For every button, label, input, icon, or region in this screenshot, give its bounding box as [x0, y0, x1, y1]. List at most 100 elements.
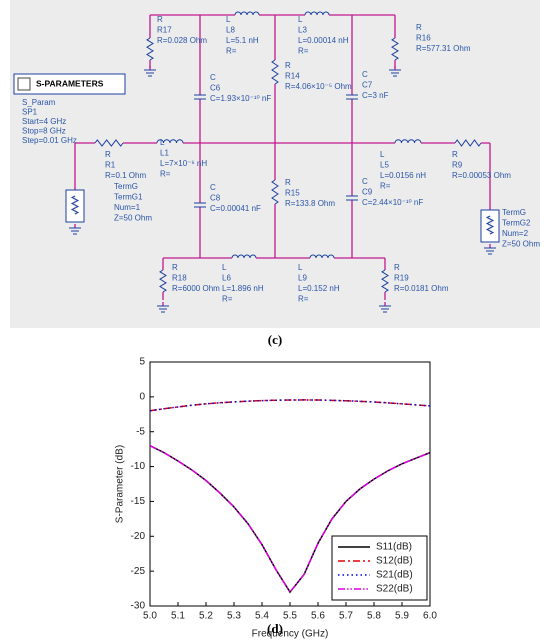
component-label: L=0.00014 nH [298, 36, 349, 45]
component-label: R= [298, 295, 309, 304]
inductor [394, 139, 422, 144]
component-label: L=5.1 nH [226, 36, 259, 45]
component-label: R= [380, 182, 391, 191]
component-label: TermG [502, 208, 526, 217]
x-tick-label: 5.8 [367, 611, 381, 622]
x-tick-label: 5.4 [255, 611, 269, 622]
x-tick-label: 5.6 [311, 611, 325, 622]
inductor [156, 139, 184, 144]
y-tick-label: -30 [131, 601, 146, 612]
component-label: R=4.06×10⁻⁵ Ohm [285, 82, 352, 91]
sparam-icon [17, 77, 31, 91]
component-label: R=577.31 Ohm [416, 44, 471, 53]
component-label: C [210, 73, 216, 82]
component-label: R [394, 263, 400, 272]
sparam-title: S-PARAMETERS [36, 78, 104, 88]
component-label: Num=2 [502, 229, 529, 238]
resistor [454, 139, 482, 147]
component-label: R=0.1 Ohm [105, 171, 146, 180]
component-label: L1 [160, 149, 169, 158]
legend-label: S22(dB) [376, 584, 413, 595]
component-label: L=7×10⁻⁶ nH [160, 159, 207, 168]
x-tick-label: 5.9 [395, 611, 409, 622]
wire-gap [198, 203, 202, 207]
component-label: R=0.0181 Ohm [394, 284, 449, 293]
component-label: R16 [416, 34, 431, 43]
component-label: Num=1 [114, 203, 141, 212]
y-tick-label: 0 [139, 391, 145, 402]
component-label: R17 [157, 26, 172, 35]
component-label: TermG1 [114, 193, 143, 202]
component-label: R9 [452, 161, 463, 170]
component-label: C [362, 177, 368, 186]
component-label: R19 [394, 274, 409, 283]
resistor [70, 195, 80, 215]
sparam-param: Stop=8 GHz [22, 127, 66, 136]
component-label: C8 [210, 194, 221, 203]
component-label: Z=50 Ohm [502, 240, 540, 249]
y-tick-label: 5 [139, 357, 145, 368]
resistor [271, 179, 279, 205]
sparam-param: Start=4 GHz [22, 117, 66, 126]
series-line [149, 444, 431, 594]
resistor [94, 139, 124, 147]
component-label: R [105, 150, 111, 159]
component-label: L6 [222, 274, 231, 283]
component-label: L [226, 15, 231, 24]
legend-label: S21(dB) [376, 570, 413, 581]
y-tick-label: -10 [131, 461, 146, 472]
component-label: R [452, 150, 458, 159]
component-label: R1 [105, 161, 116, 170]
component-label: C [210, 183, 216, 192]
y-tick-label: -15 [131, 496, 146, 507]
x-tick-label: 5.0 [143, 611, 157, 622]
x-tick-label: 5.7 [339, 611, 353, 622]
sparam-param: SP1 [22, 108, 38, 117]
component-label: L=1.896 nH [222, 284, 264, 293]
wire-gap [350, 196, 354, 200]
component-label: R [172, 263, 178, 272]
series-line [149, 399, 431, 412]
resistor [159, 269, 167, 293]
legend-label: S11(dB) [376, 542, 412, 553]
component-label: L8 [226, 26, 235, 35]
component-label: R= [222, 295, 233, 304]
component-label: R [157, 15, 163, 24]
sparam-param: S_Param [22, 98, 56, 107]
x-axis-label: Frequency (GHz) [252, 629, 329, 640]
inductor [234, 11, 260, 16]
component-label: R= [226, 47, 237, 56]
component-label: R=0.028 Ohm [157, 36, 207, 45]
component-label: L9 [298, 274, 307, 283]
caption: (d) [267, 621, 283, 636]
component-label: L [222, 263, 227, 272]
component-label: TermG [114, 182, 138, 191]
component-label: C9 [362, 188, 373, 197]
component-label: R [416, 23, 422, 32]
component-label: L [298, 15, 303, 24]
resistor [485, 215, 495, 235]
chart: 5.0 5.1 5.2 5.3 5.4 5.5 5.6 5.7 5.8 5.9 6.0 5 0 -5 -10… [115, 357, 438, 640]
inductor [231, 254, 257, 259]
component-label: R= [160, 170, 171, 179]
component-label: R= [298, 47, 309, 56]
inductor [309, 254, 335, 259]
resistor [271, 59, 279, 85]
component-label: R=6000 Ohm [172, 284, 220, 293]
component-label: R [285, 178, 291, 187]
y-axis-label: S-Parameter (dB) [115, 445, 126, 523]
component-label: L5 [380, 161, 389, 170]
component-label: C=2.44×10⁻¹⁰ nF [362, 198, 423, 207]
component-label: R=0.00053 Ohm [452, 171, 511, 180]
legend-label: S12(dB) [376, 556, 413, 567]
x-tick-label: 5.2 [199, 611, 213, 622]
x-tick-label: 5.3 [227, 611, 241, 622]
component-label: C [362, 70, 368, 79]
component-label: C=3 nF [362, 91, 389, 100]
component-label: L=0.152 nH [298, 284, 340, 293]
y-tick-label: -20 [131, 531, 146, 542]
component-label: C=1.93×10⁻¹⁰ nF [210, 94, 271, 103]
component-label: R15 [285, 189, 300, 198]
component-label: R [285, 61, 291, 70]
